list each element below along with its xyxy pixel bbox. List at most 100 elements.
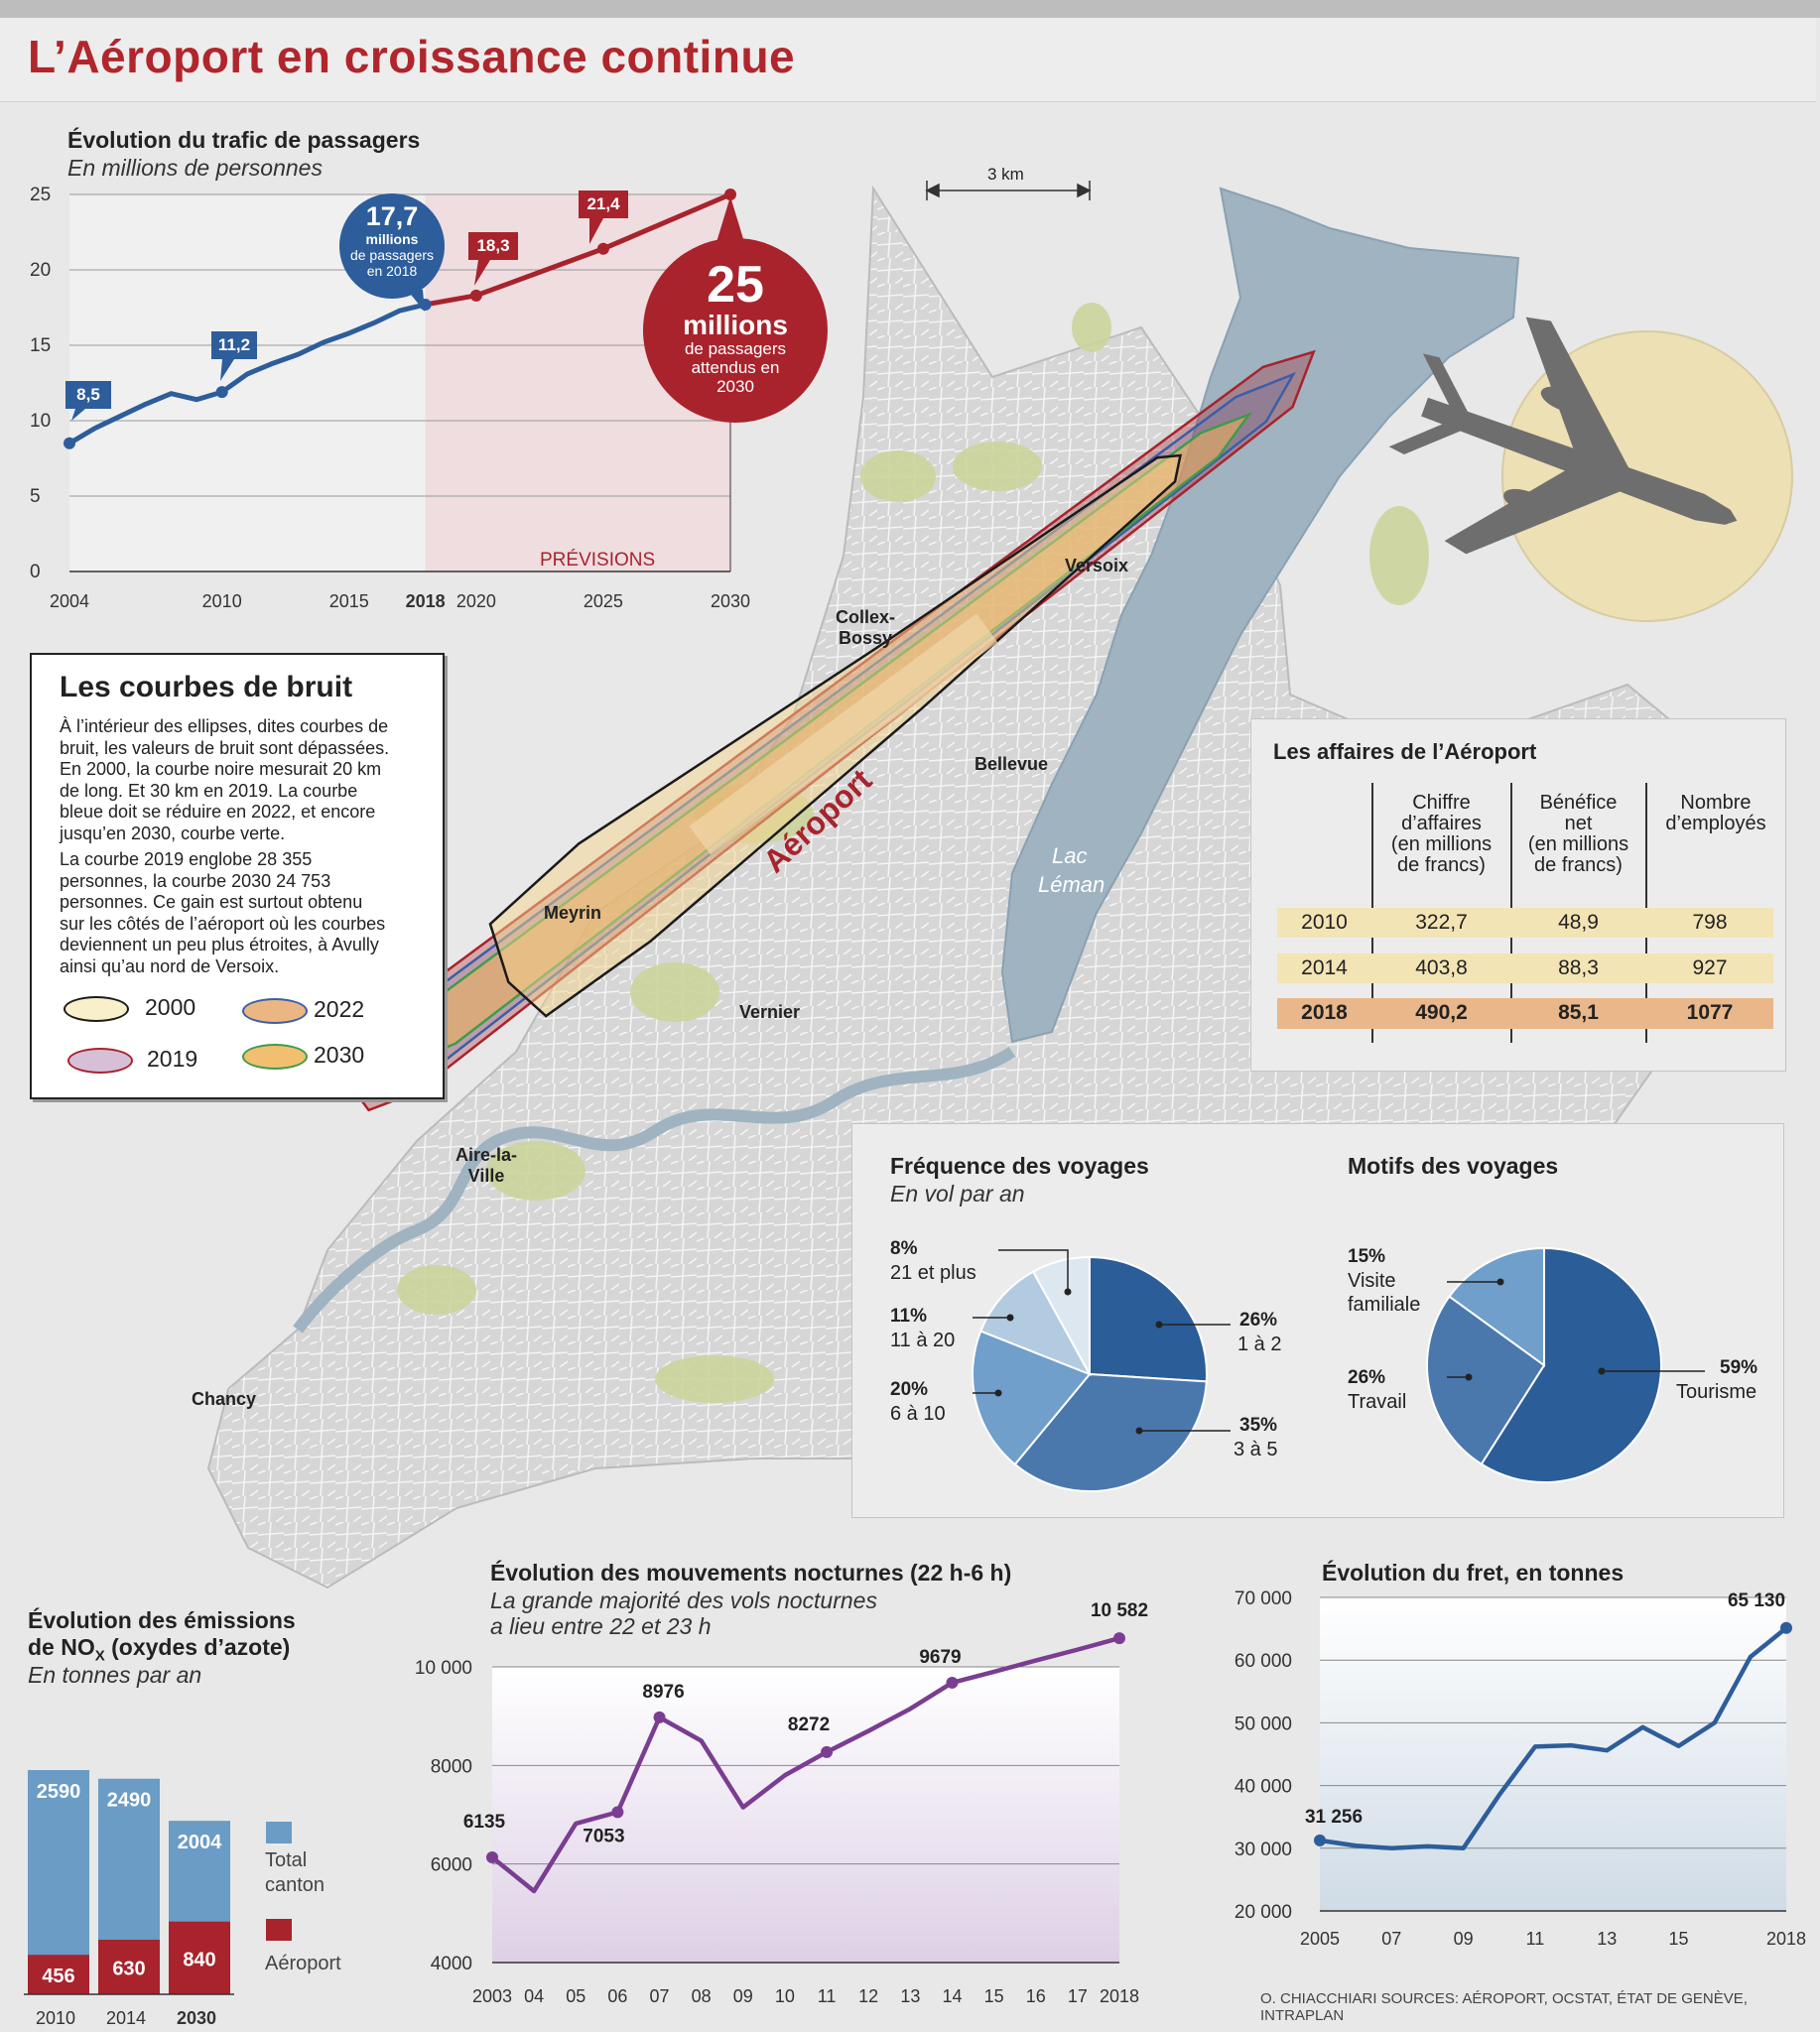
x-tick-label: 05 [566, 1986, 585, 2006]
point-label: 10 582 [1091, 1600, 1148, 1621]
data-point [821, 1745, 834, 1758]
noise-para1-line: À l’intérieur des ellipses, dites courbe… [60, 716, 389, 736]
callout-2025: 21,4 [579, 190, 628, 218]
night-title: Évolution des mouvements nocturnes (22 h… [490, 1560, 1012, 1586]
motif-label-desc: familiale [1348, 1294, 1421, 1316]
noise-para2-line: sur les côtés de l’aéroport où les courb… [60, 913, 386, 934]
leader-dot [1496, 1278, 1504, 1286]
x-tick-label: 2025 [584, 591, 623, 611]
point-label: 9679 [919, 1647, 961, 1668]
y-tick-label: 0 [30, 562, 41, 582]
x-tick-label: 2003 [472, 1986, 512, 2006]
cell: 927 [1692, 956, 1728, 979]
header-line: (en millions [1390, 833, 1493, 855]
x-tick-label: 12 [858, 1986, 878, 2006]
cell: 85,1 [1558, 1001, 1599, 1024]
table-row [1277, 998, 1773, 1029]
x-tick-label: 2010 [202, 591, 242, 611]
y-tick-label: 20 [30, 260, 51, 281]
place-meyrin: Meyrin [544, 903, 602, 923]
series-line [1319, 1626, 1788, 1851]
cell: 88,3 [1558, 956, 1599, 979]
y-tick-label: 40 000 [1235, 1777, 1292, 1798]
leader-dot [1465, 1373, 1473, 1381]
top-strip [0, 0, 1820, 18]
data-point [486, 1850, 498, 1863]
x-tick-label: 13 [1597, 1929, 1617, 1949]
cell: 2010 [1301, 911, 1348, 934]
motif-slice [1426, 1295, 1546, 1466]
nox-title-2: de NOX (oxydes d’azote) [28, 1634, 290, 1665]
header-line: de francs) [1397, 854, 1486, 876]
series-line [425, 191, 731, 308]
x-tick-label: 2030 [711, 591, 750, 611]
cell: 48,9 [1558, 911, 1599, 934]
data-point [946, 1676, 959, 1689]
y-tick-label: 6000 [431, 1855, 472, 1876]
noise-para1-line: En 2000, la courbe noire mesurait 20 km [60, 759, 382, 779]
series-line [67, 302, 427, 445]
point-label: 31 256 [1305, 1807, 1363, 1828]
bubble-2018-value: 17,7 [365, 201, 419, 231]
x-tick-label: 09 [1454, 1929, 1474, 1949]
callout-2010: 11,2 [211, 331, 257, 359]
bubble-2018-pointer [407, 290, 425, 312]
data-point [653, 1711, 666, 1723]
motifs-title: Motifs des voyages [1348, 1153, 1559, 1179]
leader-dot [1006, 1314, 1014, 1322]
motif-slice [1448, 1246, 1545, 1367]
noise-box: Les courbes de bruit À l’intérieur des e… [30, 653, 445, 1099]
freq-label-pct: 8% [890, 1238, 918, 1259]
y-tick-label: 25 [30, 185, 51, 205]
x-tick-label: 2014 [106, 2008, 146, 2024]
nox-title-sub: X [94, 1647, 105, 1665]
x-tick-label: 11 [818, 1986, 837, 2006]
cell: 2014 [1301, 956, 1348, 979]
legend-total-label-1: Total [265, 1849, 308, 1871]
freq-label-desc: 1 à 2 [1237, 1334, 1282, 1355]
x-tick-label: 09 [733, 1986, 753, 2006]
freq-label-desc: 3 à 5 [1234, 1439, 1278, 1460]
header-line: Chiffre [1412, 792, 1471, 814]
y-tick-label: 8000 [431, 1756, 472, 1777]
x-tick-label: 06 [607, 1986, 627, 2006]
business-title: Les affaires de l’Aéroport [1273, 739, 1537, 764]
y-tick-label: 15 [30, 335, 51, 356]
x-tick-label: 04 [524, 1986, 544, 2006]
pie-charts [972, 1246, 1705, 1492]
cell: 1077 [1686, 1001, 1734, 1024]
lake-label-2: Léman [1038, 872, 1105, 897]
motif-label-pct: 26% [1348, 1367, 1386, 1388]
x-tick-label: 2030 [177, 2008, 216, 2024]
motif-label-pct: 15% [1348, 1246, 1386, 1267]
bar-airport-label: 840 [183, 1949, 215, 1970]
bar-total-label: 2590 [37, 1781, 81, 1803]
fret-title: Évolution du fret, en tonnes [1322, 1560, 1625, 1586]
cell: 403,8 [1415, 956, 1468, 979]
bar-airport [98, 1940, 160, 1994]
header-line: net [1564, 813, 1593, 834]
y-tick-label: 50 000 [1235, 1714, 1292, 1734]
scale-label: 3 km [987, 165, 1024, 184]
data-point [611, 1806, 624, 1819]
place-bellevue: Bellevue [975, 754, 1049, 774]
x-tick-label: 11 [1526, 1929, 1545, 1949]
header-line: d’employés [1665, 813, 1766, 834]
noise-para2-line: deviennent un peu plus étroites, à Avull… [60, 935, 379, 954]
y-tick-label: 60 000 [1235, 1651, 1292, 1672]
bar-airport-label: 630 [112, 1959, 145, 1980]
noise-para1-line: de long. Et 30 km en 2019. La courbe [60, 780, 358, 801]
series-line [490, 1635, 1120, 1894]
noise-para1-line: jusqu’en 2030, courbe verte. [60, 823, 286, 843]
legend-label-2019: 2019 [147, 1046, 198, 1072]
legend-label-2030: 2030 [314, 1042, 365, 1068]
y-tick-label: 5 [30, 486, 41, 507]
freq-slice [1089, 1255, 1208, 1383]
legend-swatch-2000 [64, 996, 129, 1022]
x-tick-label: 2004 [50, 591, 89, 611]
airplane-icon [1388, 317, 1738, 555]
freq-label-pct: 35% [1239, 1415, 1278, 1436]
motif-label-desc: Visite [1348, 1270, 1396, 1292]
nox-title-1: Évolution des émissions [28, 1607, 296, 1633]
legend-label-2022: 2022 [314, 996, 365, 1022]
